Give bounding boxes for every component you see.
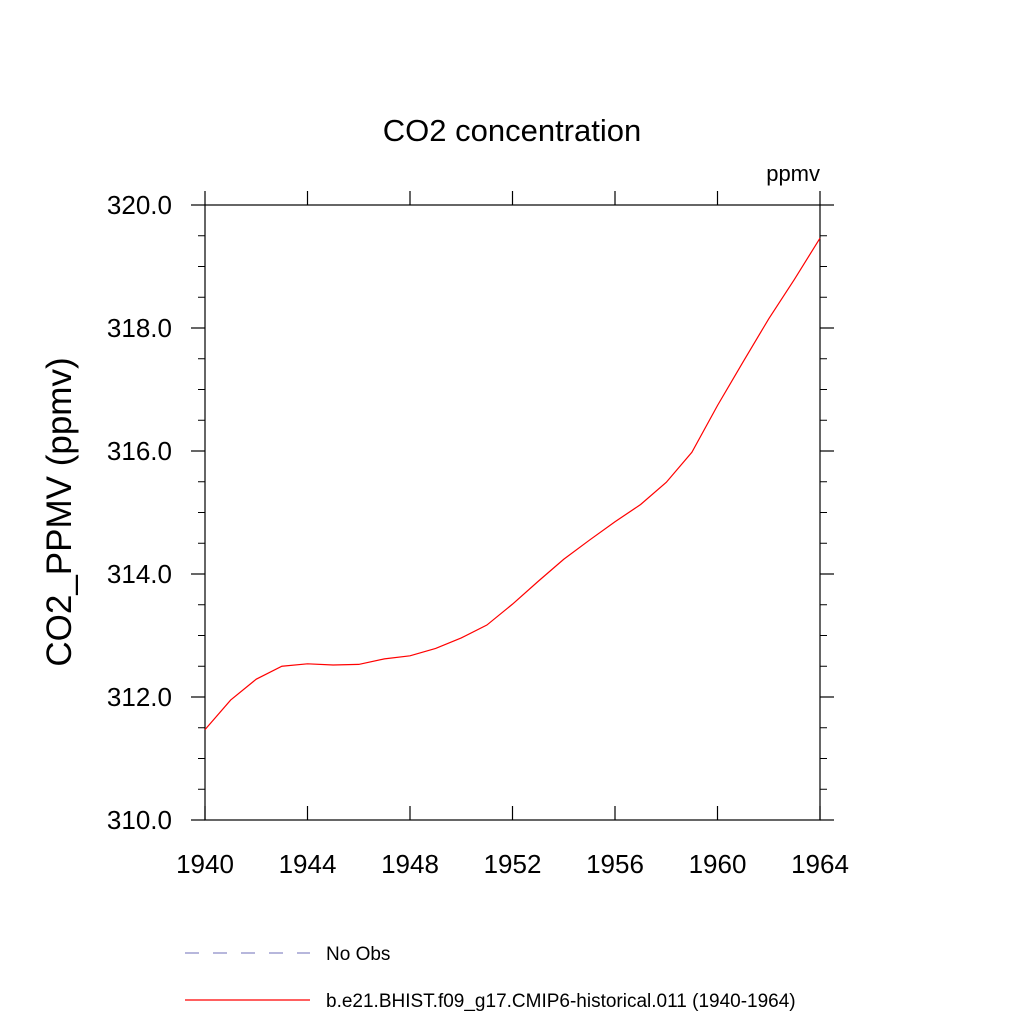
x-tick-label: 1948 (381, 849, 439, 879)
legend-label-model: b.e21.BHIST.f09_g17.CMIP6-historical.011… (326, 991, 796, 1012)
y-axis-label: CO2_PPMV (ppmv) (40, 357, 79, 666)
x-tick-label: 1964 (791, 849, 849, 879)
axis-ticks: 1940 1944 1948 1952 1956 1960 1964 310.0 312.0 31… (107, 190, 849, 879)
series-lines (204, 237, 821, 730)
y-tick-label: 318.0 (107, 313, 172, 343)
x-tick-label: 1960 (689, 849, 747, 879)
x-tick-label: 1952 (484, 849, 542, 879)
y-tick-label: 320.0 (107, 190, 172, 220)
series-line-1 (204, 237, 821, 730)
chart-title: CO2 concentration (383, 113, 641, 148)
legend-label-no-obs: No Obs (326, 944, 390, 965)
y-tick-label: 310.0 (107, 805, 172, 835)
y-tick-label: 312.0 (107, 682, 172, 712)
y-tick-label: 314.0 (107, 559, 172, 589)
x-tick-label: 1944 (279, 849, 337, 879)
y-tick-label: 316.0 (107, 436, 172, 466)
plot-frame (204, 204, 821, 821)
x-tick-label: 1940 (176, 849, 234, 879)
x-tick-label: 1956 (586, 849, 644, 879)
legend: No Obs b.e21.BHIST.f09_g17.CMIP6-histori… (185, 944, 796, 1012)
units-label: ppmv (766, 161, 820, 186)
